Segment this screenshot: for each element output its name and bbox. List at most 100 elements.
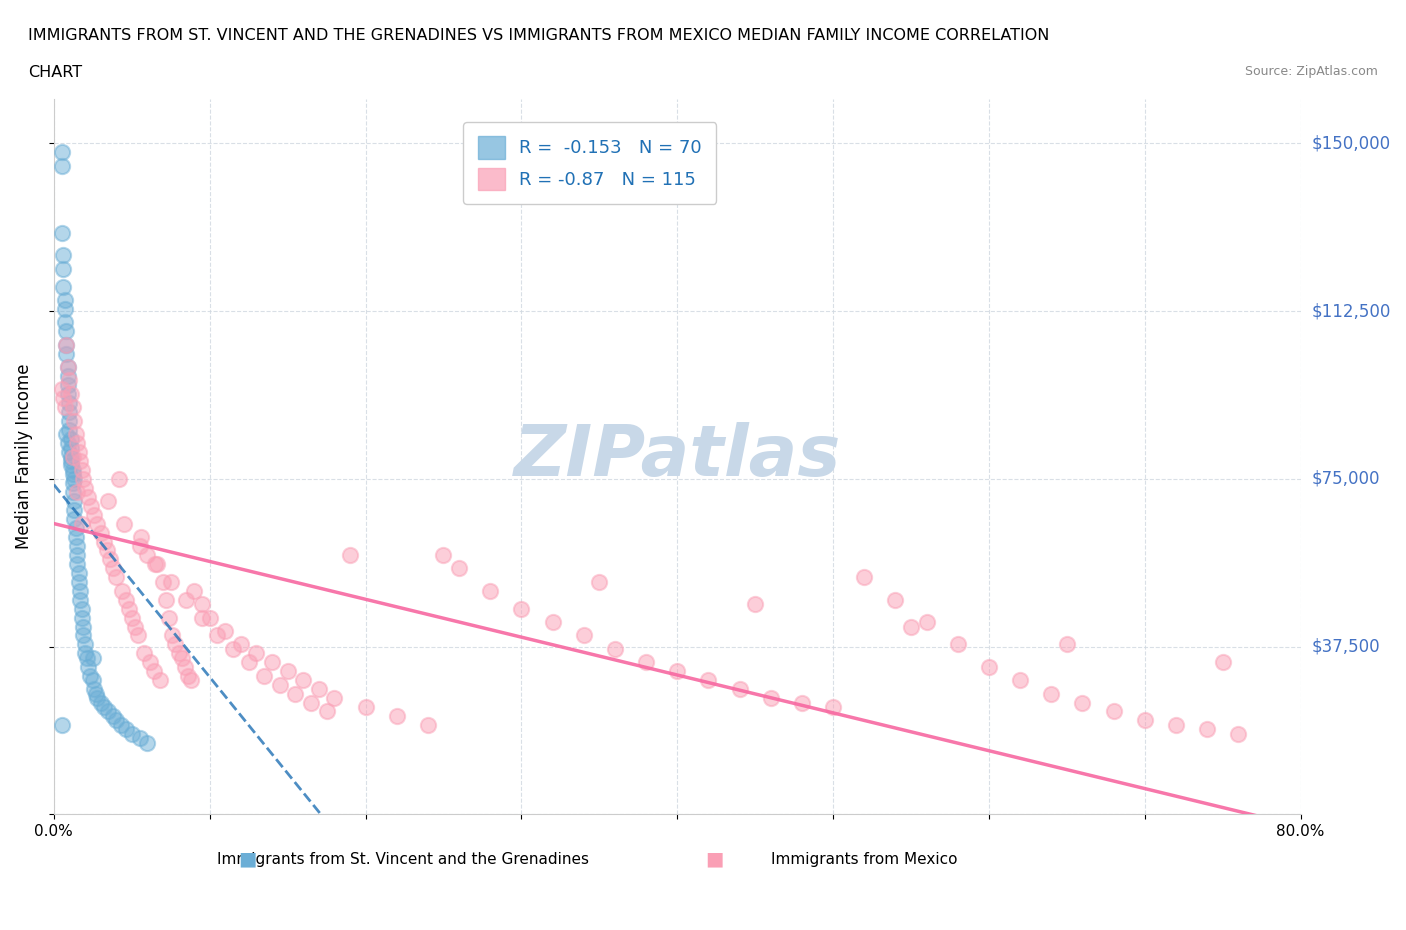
Point xyxy=(65,521,87,536)
Point xyxy=(53,315,76,330)
Point xyxy=(69,592,91,607)
Point xyxy=(86,691,108,706)
Point xyxy=(744,597,766,612)
Point xyxy=(139,655,162,670)
Point xyxy=(666,664,689,679)
Point xyxy=(603,642,626,657)
Point xyxy=(51,382,73,397)
Point xyxy=(53,400,76,415)
Point xyxy=(946,637,969,652)
Point xyxy=(55,346,77,361)
Point xyxy=(62,462,84,477)
Point xyxy=(284,686,307,701)
Point xyxy=(66,485,89,499)
Point xyxy=(56,378,79,392)
Point xyxy=(790,695,813,710)
Point xyxy=(66,556,89,571)
Point xyxy=(65,529,87,544)
Point xyxy=(1102,704,1125,719)
Point xyxy=(72,472,94,486)
Point xyxy=(177,669,200,684)
Point xyxy=(354,699,377,714)
Text: Immigrants from St. Vincent and the Grenadines: Immigrants from St. Vincent and the Gren… xyxy=(217,853,589,868)
Point xyxy=(86,516,108,531)
Point xyxy=(207,628,229,643)
Point xyxy=(191,597,214,612)
Point xyxy=(114,592,136,607)
Point xyxy=(53,301,76,316)
Point xyxy=(59,458,82,473)
Point xyxy=(51,717,73,732)
Point xyxy=(52,391,75,405)
Text: $75,000: $75,000 xyxy=(1312,470,1381,488)
Point xyxy=(821,699,844,714)
Point xyxy=(66,435,89,450)
Point xyxy=(90,525,112,540)
Point xyxy=(479,583,502,598)
Text: Immigrants from Mexico: Immigrants from Mexico xyxy=(770,853,957,868)
Point xyxy=(260,655,283,670)
Point xyxy=(170,650,193,665)
Point xyxy=(93,534,115,549)
Point xyxy=(245,646,267,661)
Point xyxy=(79,669,101,684)
Point xyxy=(127,628,149,643)
Point xyxy=(112,516,135,531)
Point xyxy=(510,601,533,616)
Text: ■: ■ xyxy=(238,849,256,869)
Point xyxy=(55,324,77,339)
Point xyxy=(1008,672,1031,687)
Text: $112,500: $112,500 xyxy=(1312,302,1391,320)
Point xyxy=(111,583,134,598)
Point xyxy=(55,338,77,352)
Point xyxy=(149,672,172,687)
Point xyxy=(222,642,245,657)
Point xyxy=(62,476,84,491)
Point xyxy=(72,619,94,634)
Point xyxy=(105,713,128,728)
Point xyxy=(52,261,75,276)
Point xyxy=(728,682,751,697)
Point xyxy=(51,225,73,240)
Point xyxy=(76,650,98,665)
Point xyxy=(136,736,159,751)
Point xyxy=(62,485,84,499)
Point xyxy=(121,726,143,741)
Point xyxy=(80,498,103,513)
Point xyxy=(915,615,938,630)
Point xyxy=(110,717,132,732)
Point xyxy=(129,529,152,544)
Point xyxy=(56,360,79,375)
Point xyxy=(69,454,91,469)
Point xyxy=(155,592,177,607)
Point xyxy=(70,610,93,625)
Point xyxy=(1071,695,1094,710)
Point xyxy=(58,422,80,437)
Point xyxy=(416,717,439,732)
Point xyxy=(117,601,139,616)
Point xyxy=(58,445,80,459)
Point xyxy=(853,570,876,585)
Text: CHART: CHART xyxy=(28,65,82,80)
Point xyxy=(142,664,165,679)
Point xyxy=(70,462,93,477)
Point xyxy=(66,548,89,563)
Y-axis label: Median Family Income: Median Family Income xyxy=(15,364,32,550)
Point xyxy=(759,691,782,706)
Point xyxy=(697,672,720,687)
Point xyxy=(167,646,190,661)
Point xyxy=(51,158,73,173)
Point xyxy=(65,427,87,442)
Point xyxy=(114,722,136,737)
Text: ■: ■ xyxy=(706,849,724,869)
Point xyxy=(97,494,120,509)
Point xyxy=(143,556,166,571)
Point xyxy=(447,561,470,576)
Point xyxy=(1040,686,1063,701)
Point xyxy=(541,615,564,630)
Point xyxy=(173,659,195,674)
Point xyxy=(152,575,174,590)
Point xyxy=(1227,726,1250,741)
Point xyxy=(56,368,79,383)
Point xyxy=(59,449,82,464)
